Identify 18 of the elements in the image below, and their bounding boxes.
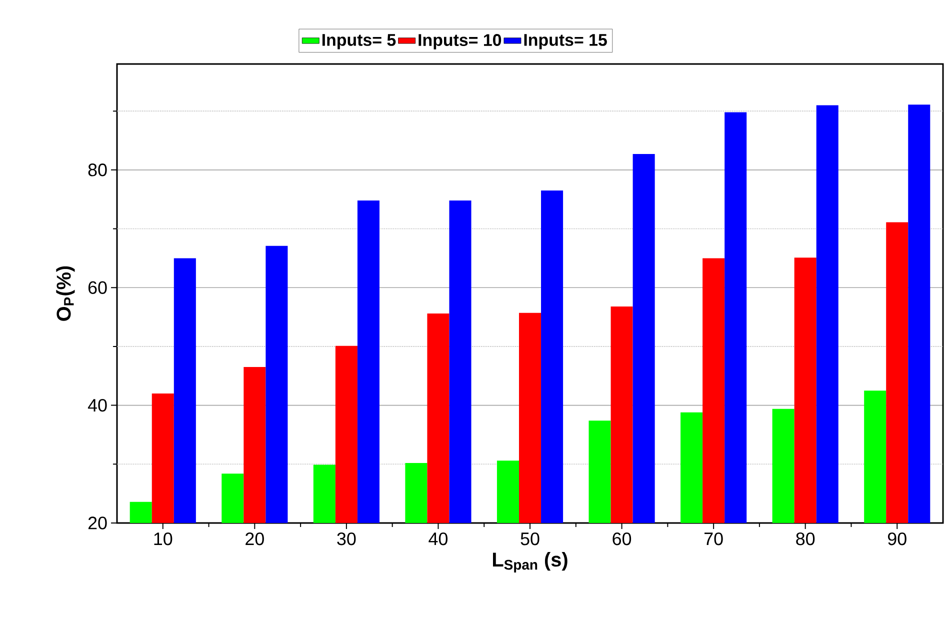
y-axis-title: O$_{P}$(%) [56,266,75,321]
x-tick-label: 20 [246,532,264,546]
legend-label: Inputs= 15 [524,34,607,50]
x-tick-label: 30 [337,532,356,546]
x-tick-label: 10 [154,532,172,546]
x-tick-label: 60 [612,532,632,546]
x-tick-label: 80 [796,532,815,546]
y-tick-label: 80 [88,164,107,176]
x-tick-label: 50 [520,532,540,546]
x-axis-title: L$_{Span}$ (s) [493,552,568,572]
y-tick-label: 60 [88,281,107,294]
legend-label: Inputs= 10 [418,34,502,50]
y-tick-label: 40 [88,398,107,412]
x-tick-label: 90 [888,532,906,546]
y-tick-label: 20 [88,516,107,530]
x-tick-label: 70 [704,532,723,546]
legend-label: Inputs= 5 [322,34,396,50]
x-tick-label: 40 [428,532,448,546]
